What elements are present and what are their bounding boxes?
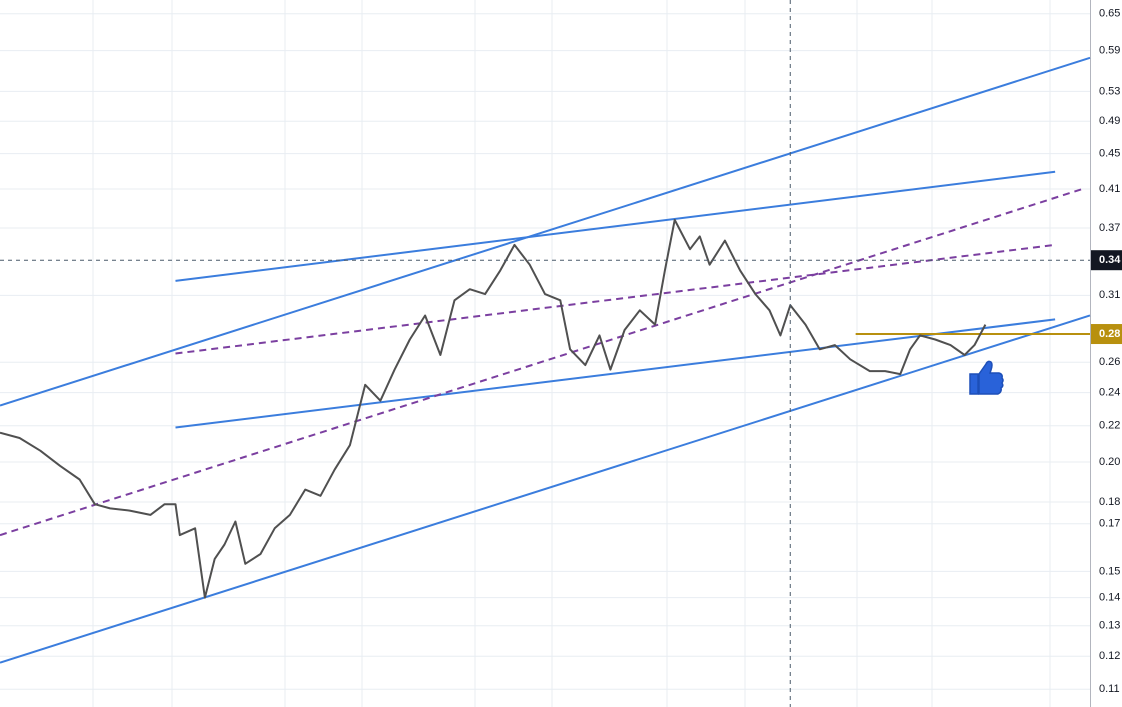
y-tick-label: 0.14: [1099, 592, 1120, 604]
trend-line: [175, 318, 1056, 429]
trend-line: [0, 314, 1091, 664]
vertical-grid: [92, 0, 1051, 707]
grid: [0, 13, 1090, 690]
y-tick-label: 0.11: [1099, 683, 1120, 695]
y-tick-label: 0.20: [1099, 456, 1120, 468]
y-tick-label: 0.41: [1099, 183, 1120, 195]
trend-line: [0, 188, 1083, 537]
trend-line: [175, 170, 1056, 282]
y-tick-label: 0.15: [1099, 565, 1120, 577]
price-line: [0, 218, 987, 599]
y-tick-label: 0.24: [1099, 387, 1120, 399]
crosshair-badge: [1091, 250, 1122, 271]
trend-line: [0, 56, 1091, 407]
y-tick-label: 0.17: [1099, 518, 1120, 530]
plot: [0, 0, 1091, 707]
y-tick-label: 0.18: [1099, 496, 1120, 508]
y-tick-label: 0.59: [1099, 45, 1120, 57]
y-tick-label: 0.53: [1099, 85, 1120, 97]
thumbs-up-icon: [969, 360, 1004, 395]
y-tick-label: 0.31: [1099, 289, 1120, 301]
y-tick-label: 0.65: [1099, 8, 1120, 20]
y-tick-label: 0.37: [1099, 222, 1120, 234]
last-price-label: 0.28: [1099, 328, 1120, 340]
y-tick-label: 0.26: [1099, 356, 1120, 368]
y-tick-label: 0.22: [1099, 420, 1120, 432]
price-axis: 0.65 0.59 0.53 0.49 0.45 0.41 0.37 0.31 0.26 0.24…: [1091, 8, 1122, 695]
y-tick-label: 0.45: [1099, 148, 1120, 160]
trend-line: [175, 243, 1056, 355]
y-tick-label: 0.49: [1099, 115, 1120, 127]
last-price-badge: [1091, 324, 1122, 345]
y-tick-label: 0.13: [1099, 620, 1120, 632]
y-tick-label: 0.12: [1099, 650, 1120, 662]
crosshair-label: 0.34: [1099, 254, 1121, 266]
